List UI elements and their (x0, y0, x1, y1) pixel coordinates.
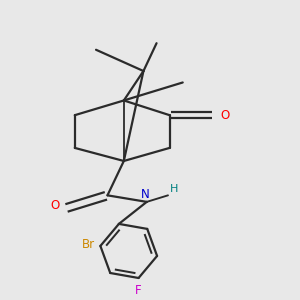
Text: F: F (135, 284, 142, 297)
Text: O: O (51, 199, 60, 212)
Text: Br: Br (82, 238, 95, 251)
Text: O: O (220, 109, 230, 122)
Text: N: N (141, 188, 149, 201)
Text: H: H (169, 184, 178, 194)
